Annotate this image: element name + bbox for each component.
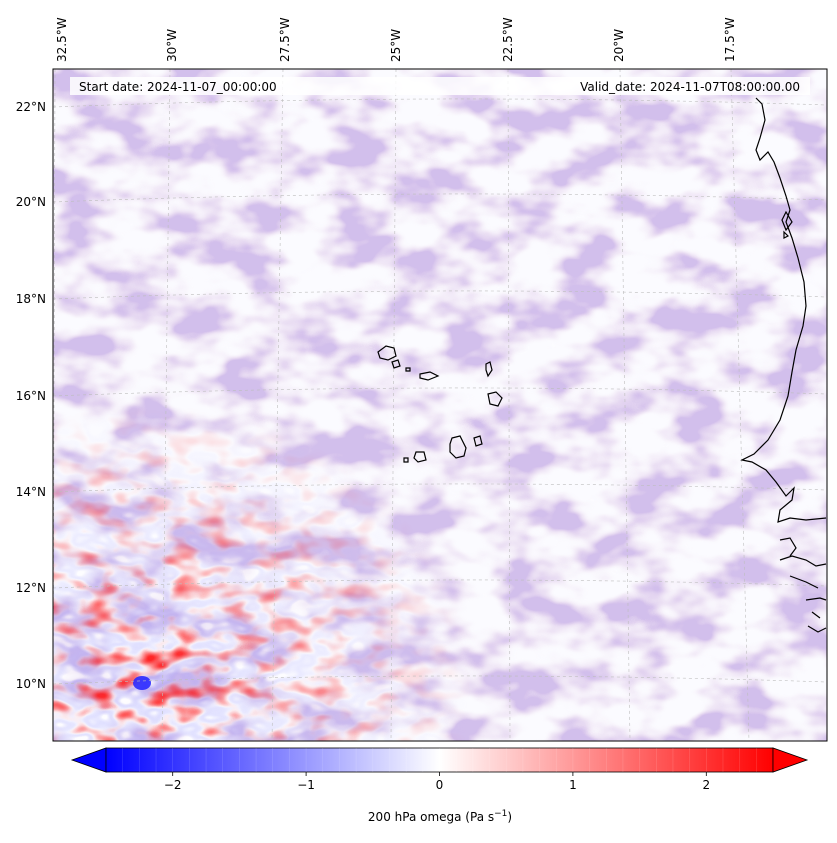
omega-field-strong-ascent — [53, 69, 827, 741]
island-santiago — [449, 435, 467, 459]
lon-label: 22.5°W — [501, 17, 515, 62]
island-boa-vista — [487, 391, 503, 407]
meridian-22-5w — [507, 69, 511, 741]
lat-label: 22°N — [16, 100, 46, 114]
island-sao-nicolau — [419, 371, 440, 381]
parallel-18n — [53, 290, 827, 300]
meridian-27-5w — [271, 69, 284, 741]
meridian-17-5w — [730, 69, 750, 741]
colorbar-low-extend — [70, 747, 107, 773]
colorbar-tick-label: 0 — [436, 778, 444, 792]
coast-detail-a — [779, 537, 797, 557]
lat-label: 20°N — [16, 195, 46, 209]
parallel-14n — [53, 483, 827, 493]
colorbar-ticks: −2 −1 0 1 2 — [164, 772, 710, 792]
coast-detail-c — [783, 230, 790, 239]
lat-label: 12°N — [16, 581, 46, 595]
island-santo-antao — [377, 345, 397, 361]
lat-label: 18°N — [16, 292, 46, 306]
colorbar-body — [105, 747, 774, 773]
island-brava — [403, 457, 409, 463]
colorbar: −2 −1 0 1 2 200 hPa omega (Pa s−1) — [70, 747, 809, 824]
island-maio — [473, 435, 483, 447]
start-date-label: Start date: 2024-11-07_00:00:00 — [79, 80, 277, 94]
island-sal — [485, 361, 493, 378]
cape-verde-islands — [377, 345, 503, 463]
lon-label: 27.5°W — [278, 17, 292, 62]
colorbar-tick-label: 1 — [569, 778, 577, 792]
colorbar-steps — [122, 748, 757, 772]
colorbar-tick-label: −2 — [164, 778, 182, 792]
coastlines — [740, 97, 827, 633]
colorbar-tick-label: −1 — [297, 778, 315, 792]
map-frame — [52, 68, 828, 742]
valid-date-label: Valid_date: 2024-11-07T08:00:00.00 — [580, 80, 800, 94]
island-fogo — [413, 451, 427, 463]
colorbar-tick-label: 2 — [702, 778, 710, 792]
meridian-25w — [390, 69, 397, 741]
lat-label: 14°N — [16, 485, 46, 499]
latitude-labels: 22°N 20°N 18°N 16°N 14°N 12°N 10°N — [16, 100, 46, 691]
date-label-band — [70, 77, 810, 95]
lon-label: 17.5°W — [723, 17, 737, 62]
coast-detail-b — [781, 210, 793, 232]
meridian-20w — [619, 69, 631, 741]
parallel-10n — [53, 675, 827, 685]
ascent-core — [133, 676, 151, 690]
meridian-30w — [161, 69, 171, 741]
parallel-16n — [53, 387, 827, 397]
lat-label: 10°N — [16, 677, 46, 691]
lon-label: 25°W — [389, 29, 403, 62]
lat-label: 16°N — [16, 389, 46, 403]
gridlines — [53, 69, 827, 741]
lon-label: 32.5°W — [55, 17, 69, 62]
colorbar-label: 200 hPa omega (Pa s−1) — [368, 809, 512, 824]
africa-coast — [740, 97, 827, 633]
lon-label: 20°W — [612, 29, 626, 62]
parallel-12n — [53, 579, 827, 589]
island-sao-vicente — [391, 359, 401, 369]
parallel-20n — [53, 193, 827, 203]
colorbar-high-extend — [772, 747, 809, 773]
longitude-labels: 32.5°W 30°W 27.5°W 25°W 22.5°W 20°W 17.5… — [55, 17, 737, 62]
island-santa-luzia — [405, 367, 411, 372]
parallel-22n — [53, 98, 827, 108]
lon-label: 30°W — [165, 29, 179, 62]
map-panel: Start date: 2024-11-07_00:00:00 Valid_da… — [53, 69, 827, 741]
